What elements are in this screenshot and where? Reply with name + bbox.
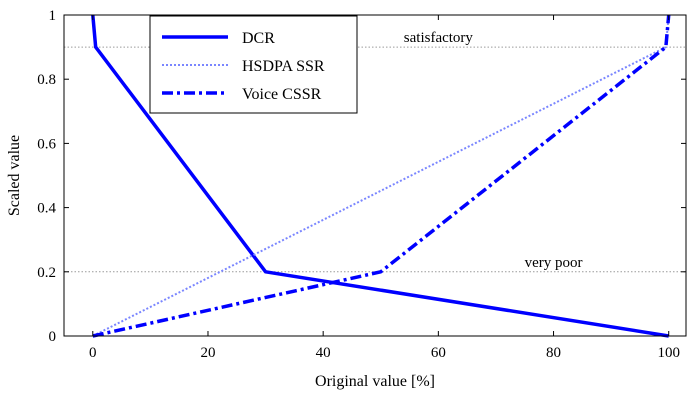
reference-lines: satisfactory very poor [64, 30, 686, 273]
y-tick-label: 0.8 [37, 72, 56, 88]
y-tick-label: 0.4 [37, 201, 56, 217]
x-tick-label: 60 [431, 345, 446, 361]
legend-label: HSDPA SSR [242, 58, 325, 75]
y-tick-label: 0.2 [37, 265, 56, 281]
legend-label: Voice CSSR [242, 86, 322, 103]
x-axis-label: Original value [%] [315, 373, 435, 390]
legend-box [149, 15, 358, 114]
reference-line-label: very poor [525, 255, 583, 271]
x-tick-label: 80 [546, 345, 561, 361]
x-tick-label: 100 [657, 345, 680, 361]
y-tick-label: 0 [49, 329, 57, 345]
series-line-voice-cssr [92, 14, 671, 338]
ticks: 0 20 40 60 80 100 0 0.2 0.4 0.6 0.8 1 [37, 8, 686, 361]
reference-line-label: satisfactory [404, 30, 474, 46]
series-line-hsdpa-ssr [92, 14, 670, 337]
series-line-dcr [91, 14, 669, 338]
x-tick-label: 20 [200, 345, 215, 361]
y-axis-label: Scaled value [6, 135, 23, 216]
series-layer [91, 14, 671, 338]
legend: DCR HSDPA SSR Voice CSSR [149, 15, 358, 114]
plot-frame [63, 14, 687, 337]
y-tick-label: 1 [49, 8, 57, 24]
y-tick-label: 0.6 [37, 136, 56, 152]
legend-label: DCR [242, 30, 275, 47]
x-tick-label: 40 [316, 345, 331, 361]
x-tick-label: 0 [89, 345, 97, 361]
